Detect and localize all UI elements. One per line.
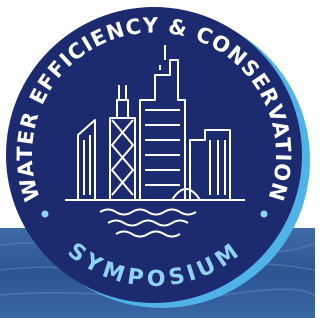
logo: WATER EFFICIENCY & CONSERVATION SYMPOSIU… xyxy=(0,0,315,318)
dot xyxy=(42,211,49,218)
page: {"logo": {"top_text": "WATER EFFICIENCY … xyxy=(0,0,315,318)
dot xyxy=(261,211,268,218)
